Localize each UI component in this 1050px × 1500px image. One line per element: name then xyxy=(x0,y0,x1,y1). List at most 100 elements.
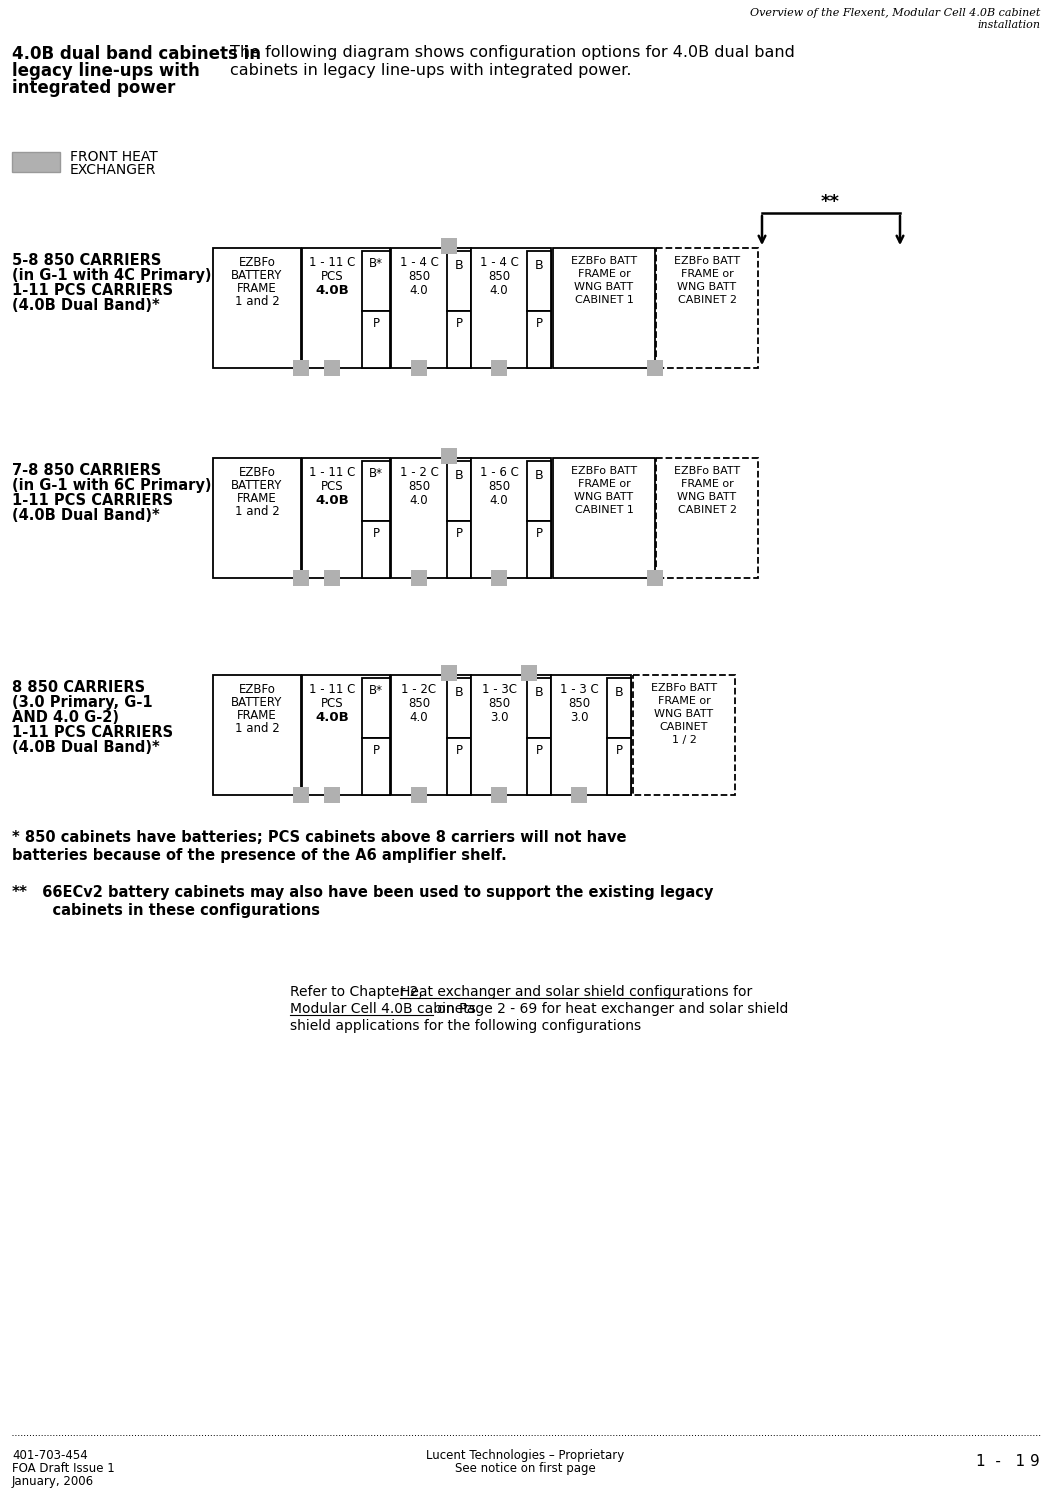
Bar xyxy=(553,458,655,578)
Text: PCS: PCS xyxy=(320,480,343,494)
Text: 1 - 3 C: 1 - 3 C xyxy=(560,682,598,696)
Text: batteries because of the presence of the A6 amplifier shelf.: batteries because of the presence of the… xyxy=(12,847,507,862)
Text: B: B xyxy=(614,686,624,699)
Text: EZBFo: EZBFo xyxy=(238,466,275,478)
Bar xyxy=(293,788,309,802)
Text: 1 - 4 C: 1 - 4 C xyxy=(400,256,439,268)
Bar xyxy=(411,788,427,802)
Bar xyxy=(551,675,631,795)
Bar xyxy=(441,238,457,254)
Bar xyxy=(527,460,551,520)
Bar xyxy=(362,678,390,738)
Text: Overview of the Flexent, Modular Cell 4.0B cabinet: Overview of the Flexent, Modular Cell 4.… xyxy=(750,8,1040,18)
Text: **: ** xyxy=(12,885,28,900)
Text: WNG BATT: WNG BATT xyxy=(574,492,633,502)
Text: * 850 cabinets have batteries; PCS cabinets above 8 carriers will not have: * 850 cabinets have batteries; PCS cabin… xyxy=(12,830,627,844)
Text: P: P xyxy=(373,316,379,330)
Text: 1 and 2: 1 and 2 xyxy=(234,722,279,735)
Text: FRAME or: FRAME or xyxy=(680,268,733,279)
Text: B: B xyxy=(455,260,463,272)
Bar xyxy=(527,251,551,310)
Bar xyxy=(447,520,471,578)
Text: (in G-1 with 6C Primary): (in G-1 with 6C Primary) xyxy=(12,478,211,494)
Text: P: P xyxy=(536,526,543,540)
Bar xyxy=(411,570,427,586)
Text: 850: 850 xyxy=(488,480,510,494)
Bar xyxy=(447,251,471,310)
Text: 1 - 11 C: 1 - 11 C xyxy=(309,466,355,478)
Text: EZBFo BATT: EZBFo BATT xyxy=(571,466,637,476)
Text: shield applications for the following configurations: shield applications for the following co… xyxy=(290,1019,642,1034)
Bar xyxy=(213,675,301,795)
Text: (in G-1 with 4C Primary): (in G-1 with 4C Primary) xyxy=(12,268,211,284)
Text: cabinets in these configurations: cabinets in these configurations xyxy=(32,903,320,918)
Text: 8 850 CARRIERS: 8 850 CARRIERS xyxy=(12,680,145,694)
Text: B: B xyxy=(455,686,463,699)
Text: WNG BATT: WNG BATT xyxy=(677,492,736,502)
Bar xyxy=(553,248,655,368)
Bar xyxy=(391,248,471,368)
Text: P: P xyxy=(536,744,543,758)
Text: CABINET 2: CABINET 2 xyxy=(677,296,736,304)
Text: AND 4.0 G-2): AND 4.0 G-2) xyxy=(12,710,119,724)
Text: 1 - 3C: 1 - 3C xyxy=(482,682,517,696)
Text: FRAME: FRAME xyxy=(237,282,277,296)
Bar xyxy=(302,458,390,578)
Text: 4.0: 4.0 xyxy=(489,284,508,297)
Bar xyxy=(521,664,537,681)
Text: 850: 850 xyxy=(408,270,430,284)
Bar xyxy=(293,570,309,586)
Bar xyxy=(213,248,301,368)
Text: CABINET: CABINET xyxy=(659,722,708,732)
Bar xyxy=(362,738,390,795)
Bar xyxy=(391,458,471,578)
Text: P: P xyxy=(373,526,379,540)
Text: cabinets in legacy line-ups with integrated power.: cabinets in legacy line-ups with integra… xyxy=(230,63,631,78)
Text: PCS: PCS xyxy=(320,698,343,709)
Text: installation: installation xyxy=(976,20,1040,30)
Bar xyxy=(647,570,663,586)
Text: 4.0: 4.0 xyxy=(489,494,508,507)
Text: 1 - 4 C: 1 - 4 C xyxy=(480,256,519,268)
Text: PCS: PCS xyxy=(320,270,343,284)
Bar xyxy=(324,570,340,586)
Text: CABINET 1: CABINET 1 xyxy=(574,506,633,515)
Text: 4.0B: 4.0B xyxy=(315,284,349,297)
Text: 1 - 11 C: 1 - 11 C xyxy=(309,682,355,696)
Text: BATTERY: BATTERY xyxy=(231,268,282,282)
Text: (4.0B Dual Band)*: (4.0B Dual Band)* xyxy=(12,509,160,524)
Bar xyxy=(491,360,507,376)
Text: Lucent Technologies – Proprietary: Lucent Technologies – Proprietary xyxy=(426,1449,624,1462)
Bar xyxy=(607,678,631,738)
Text: WNG BATT: WNG BATT xyxy=(574,282,633,292)
Text: WNG BATT: WNG BATT xyxy=(677,282,736,292)
Text: 1 - 11 C: 1 - 11 C xyxy=(309,256,355,268)
Text: P: P xyxy=(536,316,543,330)
Text: FRAME or: FRAME or xyxy=(657,696,711,706)
Text: P: P xyxy=(456,744,462,758)
Text: EZBFo BATT: EZBFo BATT xyxy=(651,682,717,693)
Bar xyxy=(447,678,471,738)
Text: 1-11 PCS CARRIERS: 1-11 PCS CARRIERS xyxy=(12,724,173,740)
Bar xyxy=(362,251,390,310)
Bar xyxy=(471,248,551,368)
Text: 5-8 850 CARRIERS: 5-8 850 CARRIERS xyxy=(12,254,162,268)
Text: 850: 850 xyxy=(488,270,510,284)
Bar xyxy=(447,310,471,368)
Text: FRONT HEAT: FRONT HEAT xyxy=(70,150,158,164)
Text: 4.0: 4.0 xyxy=(410,284,428,297)
Text: on Page 2 - 69 for heat exchanger and solar shield: on Page 2 - 69 for heat exchanger and so… xyxy=(433,1002,789,1016)
Text: 1  -   1 9: 1 - 1 9 xyxy=(976,1454,1040,1468)
Text: See notice on first page: See notice on first page xyxy=(455,1462,595,1474)
Text: integrated power: integrated power xyxy=(12,80,175,98)
Bar xyxy=(324,788,340,802)
Text: FOA Draft Issue 1: FOA Draft Issue 1 xyxy=(12,1462,114,1474)
Text: 401-703-454: 401-703-454 xyxy=(12,1449,88,1462)
Text: CABINET 2: CABINET 2 xyxy=(677,506,736,515)
Text: B: B xyxy=(534,686,543,699)
Bar xyxy=(471,458,551,578)
Text: (4.0B Dual Band)*: (4.0B Dual Band)* xyxy=(12,740,160,754)
Bar xyxy=(527,310,551,368)
Bar xyxy=(447,460,471,520)
Text: 1-11 PCS CARRIERS: 1-11 PCS CARRIERS xyxy=(12,284,173,298)
